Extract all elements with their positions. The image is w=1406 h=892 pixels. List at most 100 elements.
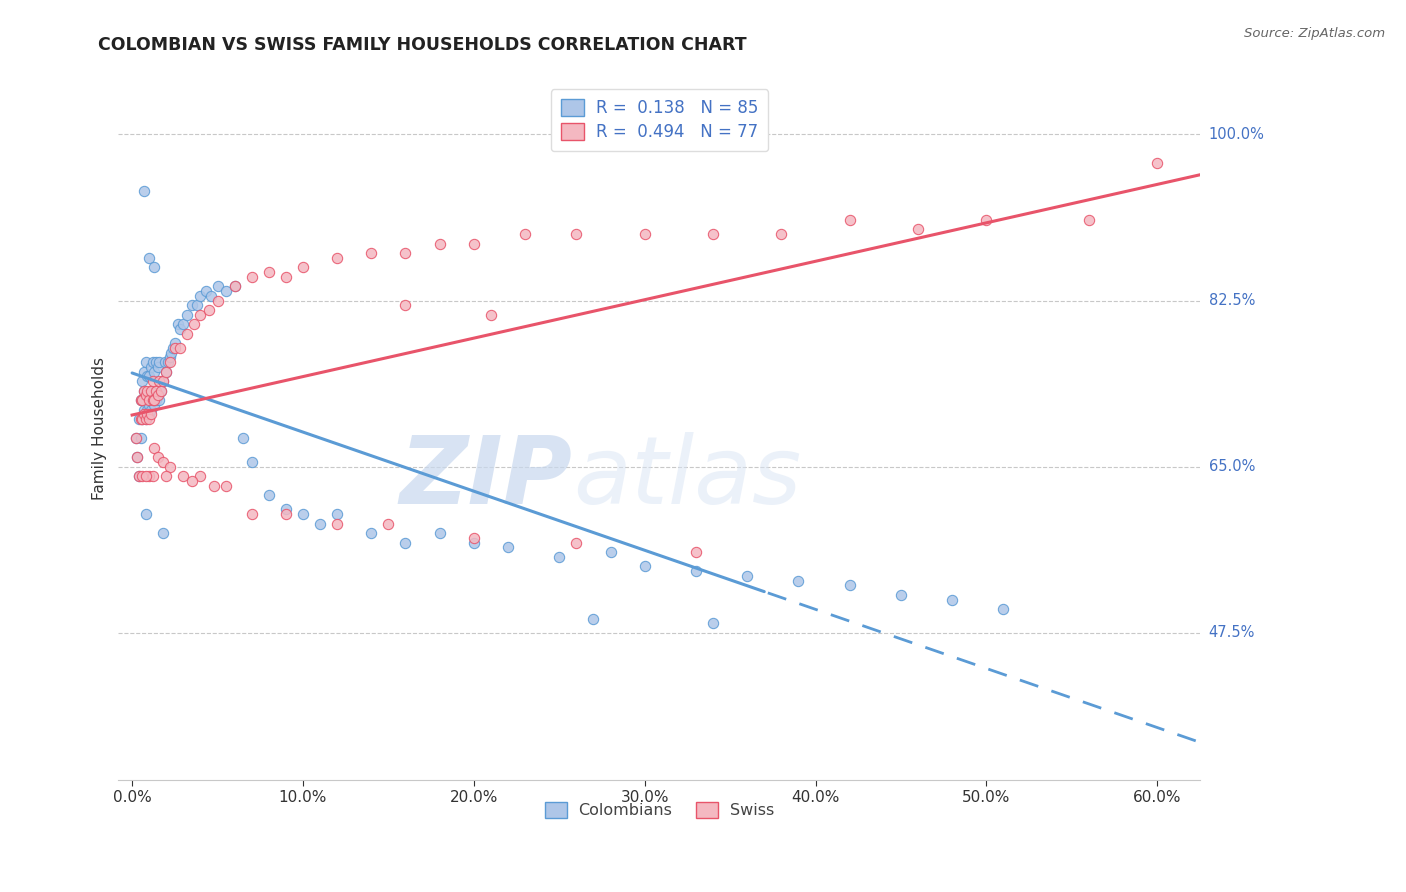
Text: ZIP: ZIP — [399, 432, 572, 524]
Point — [139, 402, 162, 417]
Point — [394, 298, 416, 312]
Point — [139, 384, 162, 398]
Point — [463, 531, 485, 545]
Point — [146, 450, 169, 465]
Text: 47.5%: 47.5% — [1209, 625, 1256, 640]
Point — [172, 318, 194, 332]
Point — [143, 393, 166, 408]
Point — [190, 308, 212, 322]
Point — [155, 365, 177, 379]
Point — [145, 393, 167, 408]
Point — [176, 326, 198, 341]
Point — [194, 284, 217, 298]
Point — [150, 384, 173, 398]
Point — [131, 393, 153, 408]
Point — [565, 227, 588, 241]
Point — [135, 355, 157, 369]
Point — [159, 351, 181, 365]
Point — [129, 412, 152, 426]
Point — [394, 246, 416, 260]
Point — [200, 289, 222, 303]
Point — [224, 279, 246, 293]
Point — [128, 412, 150, 426]
Point — [240, 269, 263, 284]
Text: atlas: atlas — [572, 433, 801, 524]
Point — [190, 289, 212, 303]
Point — [138, 393, 160, 408]
Point — [148, 393, 170, 408]
Point — [565, 535, 588, 549]
Point — [146, 388, 169, 402]
Point — [138, 369, 160, 384]
Point — [128, 469, 150, 483]
Point — [128, 469, 150, 483]
Point — [496, 541, 519, 555]
Point — [146, 388, 169, 402]
Point — [360, 526, 382, 541]
Point — [131, 412, 153, 426]
Point — [735, 569, 758, 583]
Point — [240, 455, 263, 469]
Point — [274, 507, 297, 521]
Text: Source: ZipAtlas.com: Source: ZipAtlas.com — [1244, 27, 1385, 40]
Point — [152, 374, 174, 388]
Point — [153, 355, 176, 369]
Point — [163, 336, 186, 351]
Point — [135, 412, 157, 426]
Point — [377, 516, 399, 531]
Point — [326, 251, 349, 265]
Point — [274, 502, 297, 516]
Point — [132, 384, 155, 398]
Point — [326, 516, 349, 531]
Point — [135, 388, 157, 402]
Point — [152, 455, 174, 469]
Point — [148, 374, 170, 388]
Point — [143, 260, 166, 275]
Point — [152, 526, 174, 541]
Point — [176, 308, 198, 322]
Point — [150, 384, 173, 398]
Point — [162, 341, 184, 355]
Point — [148, 355, 170, 369]
Point — [183, 318, 205, 332]
Point — [240, 507, 263, 521]
Point — [207, 293, 229, 308]
Point — [135, 507, 157, 521]
Point — [582, 611, 605, 625]
Point — [702, 227, 724, 241]
Point — [138, 469, 160, 483]
Point — [257, 488, 280, 502]
Point — [224, 279, 246, 293]
Legend: Colombians, Swiss: Colombians, Swiss — [538, 796, 780, 825]
Point — [142, 393, 165, 408]
Point — [127, 450, 149, 465]
Point — [142, 393, 165, 408]
Point — [138, 388, 160, 402]
Point — [136, 369, 159, 384]
Point — [163, 341, 186, 355]
Point — [685, 545, 707, 559]
Point — [202, 478, 225, 492]
Point — [634, 559, 657, 574]
Point — [139, 384, 162, 398]
Point — [599, 545, 621, 559]
Point — [159, 459, 181, 474]
Point — [976, 212, 998, 227]
Point — [139, 359, 162, 374]
Point — [132, 402, 155, 417]
Point — [167, 318, 190, 332]
Point — [136, 384, 159, 398]
Point — [787, 574, 810, 588]
Point — [124, 431, 146, 445]
Point — [685, 564, 707, 578]
Point — [138, 398, 160, 412]
Point — [131, 469, 153, 483]
Text: COLOMBIAN VS SWISS FAMILY HOUSEHOLDS CORRELATION CHART: COLOMBIAN VS SWISS FAMILY HOUSEHOLDS COR… — [98, 36, 747, 54]
Point — [207, 279, 229, 293]
Point — [186, 298, 208, 312]
Y-axis label: Family Households: Family Households — [93, 357, 107, 500]
Point — [155, 469, 177, 483]
Point — [143, 398, 166, 412]
Point — [291, 260, 314, 275]
Point — [394, 535, 416, 549]
